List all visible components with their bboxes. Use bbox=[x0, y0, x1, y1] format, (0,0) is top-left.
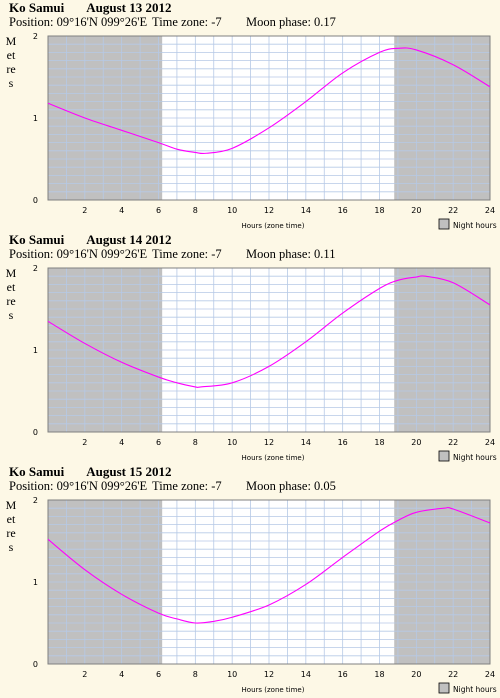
chart-date: August 15 2012 bbox=[86, 464, 172, 479]
x-tick-label: 20 bbox=[411, 206, 421, 215]
chart-info: Position: 09°16'N 099°26'E Time zone: -7 M… bbox=[9, 247, 335, 262]
timezone-label: Time zone: -7 bbox=[152, 247, 222, 261]
chart-title: Ko Samui August 15 2012 bbox=[9, 464, 172, 480]
x-tick-label: 14 bbox=[301, 438, 311, 447]
x-tick-label: 16 bbox=[338, 670, 348, 679]
x-tick-label: 20 bbox=[411, 438, 421, 447]
x-axis-label: Hours (zone time) bbox=[242, 686, 305, 694]
location-name: Ko Samui bbox=[9, 232, 65, 247]
x-tick-label: 2 bbox=[82, 438, 87, 447]
x-tick-label: 22 bbox=[448, 438, 458, 447]
y-tick-label: 0 bbox=[33, 660, 38, 669]
x-tick-label: 6 bbox=[156, 438, 161, 447]
x-tick-label: 8 bbox=[193, 438, 198, 447]
position-label: Position: 09°16'N 099°26'E bbox=[9, 15, 148, 29]
x-axis-label: Hours (zone time) bbox=[242, 454, 305, 462]
legend-swatch bbox=[438, 450, 450, 462]
chart-info: Position: 09°16'N 099°26'E Time zone: -7 M… bbox=[9, 15, 336, 30]
x-tick-label: 2 bbox=[82, 206, 87, 215]
moon-phase-label: Moon phase: 0.05 bbox=[246, 479, 336, 493]
chart-date: August 14 2012 bbox=[86, 232, 172, 247]
position-label: Position: 09°16'N 099°26'E bbox=[9, 479, 148, 493]
y-tick-label: 1 bbox=[33, 114, 38, 123]
location-name: Ko Samui bbox=[9, 464, 65, 479]
position-label: Position: 09°16'N 099°26'E bbox=[9, 247, 148, 261]
location-name: Ko Samui bbox=[9, 0, 65, 15]
y-tick-label: 2 bbox=[33, 264, 38, 273]
legend-label: Night hours bbox=[453, 453, 497, 462]
chart-info: Position: 09°16'N 099°26'E Time zone: -7 M… bbox=[9, 479, 336, 494]
x-tick-label: 12 bbox=[264, 206, 274, 215]
x-tick-label: 12 bbox=[264, 438, 274, 447]
y-tick-label: 0 bbox=[33, 428, 38, 437]
y-axis-label: Metres bbox=[5, 34, 17, 90]
y-tick-label: 0 bbox=[33, 196, 38, 205]
plot-border bbox=[47, 499, 491, 665]
x-tick-label: 6 bbox=[156, 670, 161, 679]
x-tick-label: 8 bbox=[193, 206, 198, 215]
x-tick-label: 12 bbox=[264, 670, 274, 679]
moon-phase-label: Moon phase: 0.11 bbox=[246, 247, 336, 261]
legend-label: Night hours bbox=[453, 221, 497, 230]
x-tick-label: 18 bbox=[374, 438, 384, 447]
tide-panel: Ko Samui August 14 2012 Position: 09°16'N … bbox=[0, 232, 500, 464]
x-tick-label: 14 bbox=[301, 206, 311, 215]
x-tick-label: 16 bbox=[338, 206, 348, 215]
legend-swatch bbox=[438, 218, 450, 230]
legend-swatch bbox=[438, 682, 450, 694]
y-tick-label: 1 bbox=[33, 578, 38, 587]
x-tick-label: 24 bbox=[485, 206, 495, 215]
x-tick-label: 24 bbox=[485, 670, 495, 679]
tide-curve bbox=[47, 47, 491, 155]
y-axis-label: Metres bbox=[5, 498, 17, 554]
x-tick-label: 4 bbox=[119, 438, 124, 447]
tide-panel: Ko Samui August 15 2012 Position: 09°16'N … bbox=[0, 464, 500, 696]
tide-curve bbox=[47, 275, 491, 388]
x-tick-label: 10 bbox=[227, 670, 237, 679]
y-tick-label: 2 bbox=[33, 32, 38, 41]
x-tick-label: 10 bbox=[227, 206, 237, 215]
x-tick-label: 16 bbox=[338, 438, 348, 447]
x-tick-label: 2 bbox=[82, 670, 87, 679]
y-tick-label: 2 bbox=[33, 496, 38, 505]
chart-date: August 13 2012 bbox=[86, 0, 172, 15]
x-tick-label: 18 bbox=[374, 206, 384, 215]
x-tick-label: 10 bbox=[227, 438, 237, 447]
x-axis-label: Hours (zone time) bbox=[242, 222, 305, 230]
plot-border bbox=[47, 35, 491, 201]
x-tick-label: 24 bbox=[485, 438, 495, 447]
timezone-label: Time zone: -7 bbox=[152, 479, 222, 493]
x-tick-label: 20 bbox=[411, 670, 421, 679]
x-tick-label: 22 bbox=[448, 206, 458, 215]
y-axis-label: Metres bbox=[5, 266, 17, 322]
y-tick-label: 1 bbox=[33, 346, 38, 355]
x-tick-label: 18 bbox=[374, 670, 384, 679]
x-tick-label: 22 bbox=[448, 670, 458, 679]
x-tick-label: 4 bbox=[119, 206, 124, 215]
x-tick-label: 8 bbox=[193, 670, 198, 679]
plot-border bbox=[47, 267, 491, 433]
x-tick-label: 14 bbox=[301, 670, 311, 679]
x-tick-label: 6 bbox=[156, 206, 161, 215]
chart-title: Ko Samui August 13 2012 bbox=[9, 0, 172, 16]
tide-panel: Ko Samui August 13 2012 Position: 09°16'N … bbox=[0, 0, 500, 232]
legend-label: Night hours bbox=[453, 685, 497, 694]
moon-phase-label: Moon phase: 0.17 bbox=[246, 15, 336, 29]
timezone-label: Time zone: -7 bbox=[152, 15, 222, 29]
tide-curve bbox=[47, 506, 491, 624]
chart-title: Ko Samui August 14 2012 bbox=[9, 232, 172, 248]
x-tick-label: 4 bbox=[119, 670, 124, 679]
